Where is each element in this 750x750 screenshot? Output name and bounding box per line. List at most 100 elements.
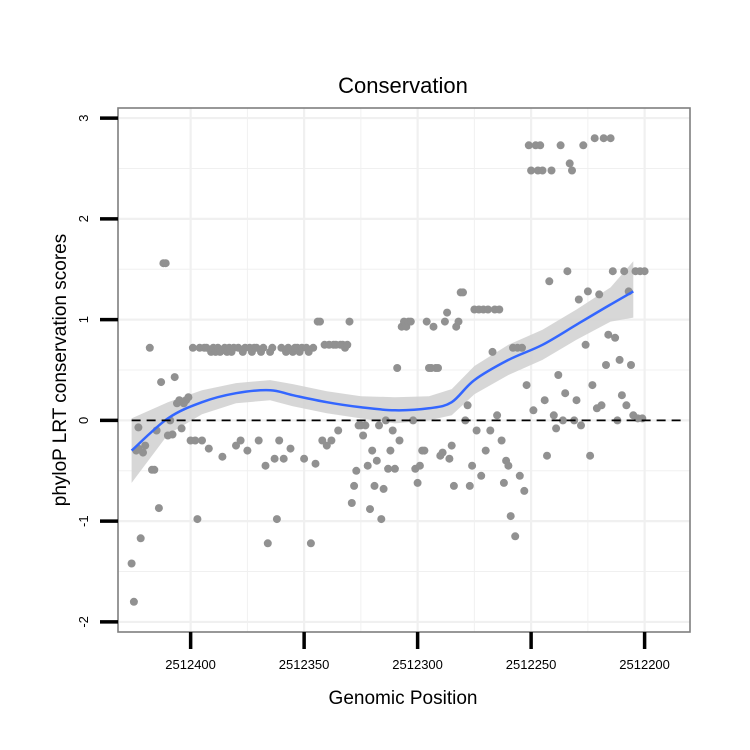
gridlines xyxy=(118,108,690,632)
data-point xyxy=(188,343,197,352)
data-point xyxy=(134,423,143,432)
data-point xyxy=(529,406,538,415)
data-point xyxy=(493,411,502,420)
data-points-layer xyxy=(127,134,649,606)
data-point xyxy=(440,317,449,326)
data-point xyxy=(468,461,477,470)
data-point xyxy=(395,436,404,445)
data-point xyxy=(543,451,551,460)
data-point xyxy=(141,441,150,450)
data-point xyxy=(352,466,361,475)
data-point xyxy=(581,340,590,349)
data-point xyxy=(463,401,472,410)
data-point xyxy=(574,295,583,304)
data-point xyxy=(549,411,558,420)
data-point xyxy=(129,597,138,606)
data-point xyxy=(370,481,379,490)
data-point xyxy=(263,539,272,548)
data-point xyxy=(488,347,497,356)
data-point xyxy=(563,267,572,276)
data-point xyxy=(204,444,213,453)
data-point xyxy=(586,451,595,460)
x-axis-label: Genomic Position xyxy=(329,688,478,709)
data-point xyxy=(259,343,268,352)
y-tick-label: 0 xyxy=(76,417,91,424)
data-point xyxy=(608,267,617,276)
data-point xyxy=(393,364,402,372)
y-tick-label: 3 xyxy=(76,114,91,121)
data-point xyxy=(588,381,597,390)
data-point xyxy=(366,505,374,514)
y-tick-label: 1 xyxy=(76,316,91,323)
data-point xyxy=(552,424,561,433)
data-point xyxy=(316,317,324,326)
data-point xyxy=(595,290,604,299)
data-point xyxy=(445,454,454,463)
data-point xyxy=(538,166,547,175)
data-point xyxy=(604,330,613,339)
data-point xyxy=(561,389,570,398)
data-point xyxy=(388,426,397,435)
data-point xyxy=(606,134,615,143)
data-point xyxy=(583,287,592,296)
data-point xyxy=(484,305,492,314)
data-point xyxy=(620,267,629,276)
data-point xyxy=(506,512,515,521)
data-point xyxy=(518,343,526,352)
data-point xyxy=(499,478,508,487)
data-point xyxy=(322,441,331,450)
data-point xyxy=(590,134,599,143)
data-point xyxy=(422,317,431,326)
data-point xyxy=(627,361,635,369)
data-point xyxy=(554,371,563,379)
data-point xyxy=(481,446,490,455)
data-point xyxy=(409,416,418,425)
data-point xyxy=(556,141,565,150)
data-point xyxy=(170,373,179,382)
data-point xyxy=(472,426,481,435)
data-point xyxy=(345,317,354,326)
y-tick-label: 2 xyxy=(76,215,91,222)
data-point xyxy=(161,259,170,268)
data-point xyxy=(218,452,227,461)
data-point xyxy=(327,436,336,445)
data-point xyxy=(386,446,395,455)
data-point xyxy=(438,448,447,457)
x-tick-label: 2512200 xyxy=(619,657,670,672)
data-point xyxy=(306,539,315,548)
data-point xyxy=(390,464,399,473)
data-point xyxy=(497,436,506,445)
data-point xyxy=(343,340,352,349)
x-tick-label: 2512350 xyxy=(279,657,330,672)
data-point xyxy=(381,416,390,425)
data-point xyxy=(127,559,136,568)
data-point xyxy=(154,504,163,513)
data-point xyxy=(359,431,368,440)
data-point xyxy=(268,343,277,352)
data-point xyxy=(368,446,377,455)
data-point xyxy=(279,454,288,463)
data-point xyxy=(300,454,309,463)
data-point xyxy=(372,456,381,465)
data-point xyxy=(177,424,186,433)
x-axis: 2512400 2512350 2512300 2512250 2512200 xyxy=(165,632,670,672)
data-point xyxy=(602,361,610,369)
data-point xyxy=(375,421,383,430)
y-axis: -2 -1 0 1 2 3 xyxy=(76,114,118,628)
data-point xyxy=(443,308,452,317)
data-point xyxy=(413,478,422,487)
data-point xyxy=(611,333,620,342)
data-point xyxy=(379,484,388,493)
data-point xyxy=(565,159,574,168)
data-point xyxy=(272,515,281,524)
y-tick-label: -2 xyxy=(76,616,91,628)
data-point xyxy=(275,436,284,445)
data-point xyxy=(449,481,458,490)
data-point xyxy=(286,444,295,453)
x-tick-label: 2512250 xyxy=(506,657,557,672)
data-point xyxy=(191,436,200,445)
data-point xyxy=(136,534,145,543)
data-point xyxy=(615,355,624,364)
data-point xyxy=(547,166,556,175)
